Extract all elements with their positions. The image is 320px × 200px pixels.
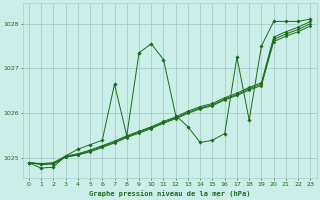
X-axis label: Graphe pression niveau de la mer (hPa): Graphe pression niveau de la mer (hPa): [89, 190, 250, 197]
